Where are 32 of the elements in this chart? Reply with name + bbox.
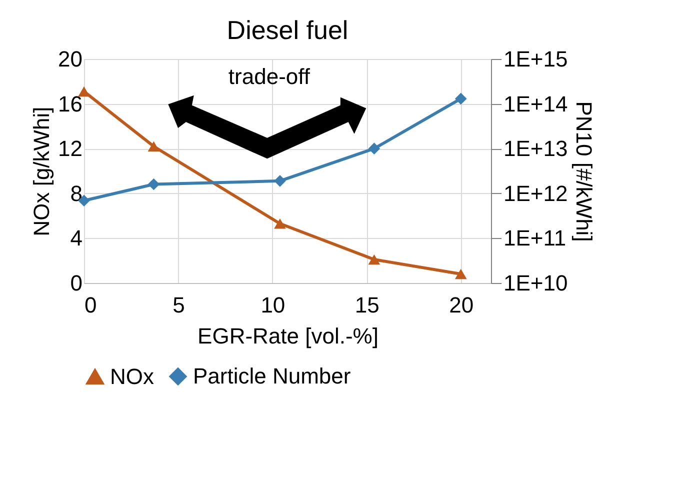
- y-tick-label: 0: [70, 270, 82, 296]
- y-tick-label: 12: [58, 136, 82, 162]
- chart-title: Diesel fuel: [226, 15, 348, 45]
- point: [454, 92, 467, 105]
- y-axis-title: NOx [g/kWhi]: [29, 106, 54, 236]
- point: [148, 178, 160, 190]
- y-tick-label: 20: [58, 46, 82, 72]
- x-tick-label: 20: [449, 292, 474, 318]
- x-tick-label: 15: [354, 292, 380, 318]
- y2-tick-label: 1E+10: [504, 270, 568, 296]
- x-tick-label: 10: [260, 292, 286, 318]
- y2-tick-label: 1E+11: [504, 226, 566, 251]
- y-tick-label: 8: [70, 180, 82, 206]
- point: [274, 218, 286, 229]
- y2-tick-label: 1E+12: [504, 180, 568, 206]
- annotation: trade-off: [228, 64, 311, 89]
- y-tick-label: 4: [70, 226, 82, 251]
- point: [368, 142, 380, 155]
- x-axis-title: EGR-Rate [vol.-%]: [198, 324, 378, 348]
- point: [368, 254, 380, 265]
- point: [454, 268, 467, 280]
- y2-axis-title: PN10 [#/kWhi]: [572, 101, 597, 242]
- y2-tick-label: 1E+14: [504, 91, 568, 116]
- point: [78, 86, 90, 97]
- legend-label: NOx: [110, 364, 154, 389]
- point: [274, 174, 286, 187]
- y-tick-label: 16: [58, 91, 82, 116]
- legend-label: Particle Number: [193, 363, 351, 388]
- y2-tick-label: 1E+15: [504, 46, 568, 72]
- x-tick-label: 5: [172, 292, 185, 318]
- point: [148, 141, 160, 152]
- y2-tick-label: 1E+13: [504, 136, 568, 162]
